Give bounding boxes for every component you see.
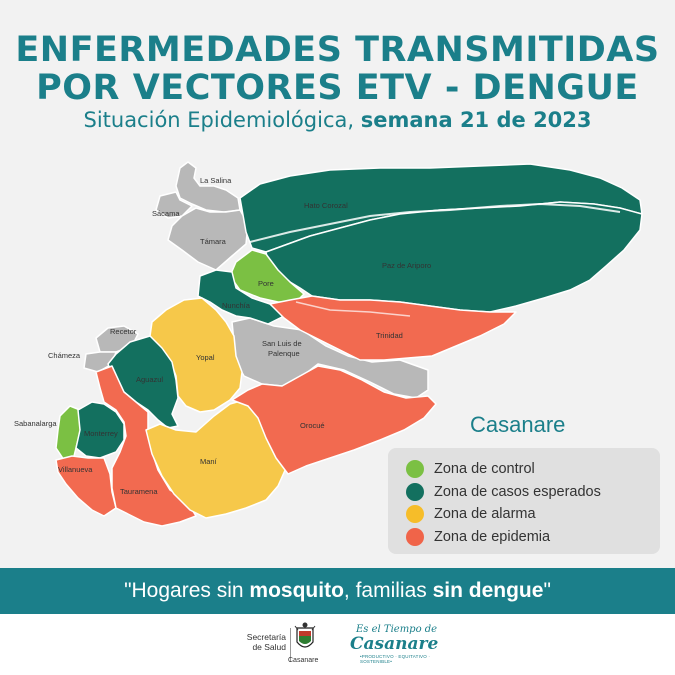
legend-label-alarma: Zona de alarma: [434, 506, 536, 523]
legend-label-control: Zona de control: [434, 461, 535, 478]
label-paz-de-ariporo: Paz de Ariporo: [382, 261, 431, 270]
secretaria-label: Secretaría de Salud: [232, 632, 286, 652]
municipality-tauramena: [95, 365, 197, 527]
label-hato-corozal: Hato Corozal: [304, 201, 348, 210]
title-line-2: POR VECTORES ETV - DENGUE: [36, 68, 639, 108]
casanare-seal-icon: [294, 622, 316, 648]
label-sabanalarga: Sabanalarga: [14, 419, 57, 428]
municipality-monterrey: [75, 401, 125, 459]
legend-item-esperados: Zona de casos esperados: [406, 481, 642, 504]
municipality-nunchia: [197, 269, 285, 325]
label-tamara: Támara: [200, 237, 227, 246]
municipality-tamara: [167, 207, 249, 271]
label-tauramena: Tauramena: [120, 487, 158, 496]
subtitle-normal: Situación Epidemiológica,: [83, 108, 361, 132]
slogan-bold-1: mosquito: [249, 579, 344, 602]
legend: Zona de control Zona de casos esperados …: [388, 448, 660, 554]
secretaria-line-2: de Salud: [252, 642, 286, 652]
label-nunchia: Nunchía: [222, 301, 251, 310]
label-la-salina: La Salina: [200, 176, 232, 185]
logo-sub-text: •PRODUCTIVO · EQUITATIVO · SOSTENIBLE•: [360, 654, 431, 664]
label-pore: Pore: [258, 279, 274, 288]
label-yopal: Yopal: [196, 353, 215, 362]
logo-main-text: Casanare: [350, 634, 439, 654]
legend-dot-control: [406, 460, 424, 479]
es-el-tiempo-logo: Es el Tiempo de Casanare •PRODUCTIVO · E…: [338, 622, 446, 664]
label-san-luis-1: San Luis de: [262, 339, 302, 348]
slogan-bold-2: sin dengue: [432, 579, 544, 602]
legend-item-alarma: Zona de alarma: [406, 503, 642, 526]
municipality-sacama: [155, 191, 193, 219]
label-sacama: Sácama: [152, 209, 180, 218]
label-chameza: Chámeza: [48, 351, 81, 360]
slogan-part-3: ": [543, 579, 551, 602]
title-line-1: ENFERMEDADES TRANSMITIDAS: [15, 30, 660, 70]
legend-item-control: Zona de control: [406, 458, 642, 481]
legend-label-esperados: Zona de casos esperados: [434, 483, 601, 500]
logo-top-text: Es el Tiempo de: [356, 624, 438, 635]
river-line-1: [249, 202, 621, 243]
municipality-orocue: [231, 365, 437, 475]
legend-dot-epidemia: [406, 527, 424, 546]
footer-divider: [290, 628, 291, 662]
label-villanueva: Villanueva: [58, 465, 93, 474]
label-mani: Maní: [200, 457, 218, 466]
label-orocue: Orocué: [300, 421, 325, 430]
label-recetor: Recetor: [110, 327, 137, 336]
subtitle: Situación Epidemiológica, semana 21 de 2…: [0, 108, 675, 132]
label-trinidad: Trinidad: [376, 331, 403, 340]
region-name: Casanare: [470, 412, 566, 437]
legend-item-epidemia: Zona de epidemia: [406, 526, 642, 549]
legend-label-epidemia: Zona de epidemia: [434, 528, 551, 545]
slogan-part-2: , familias: [343, 579, 433, 602]
label-monterrey: Monterrey: [84, 429, 118, 438]
municipality-san-luis: [231, 317, 429, 399]
river-line-2: [295, 301, 411, 317]
secretaria-line-1: Secretaría: [246, 632, 286, 642]
municipality-la-salina: [175, 161, 241, 213]
casanare-map: La Salina Sácama Támara Hato Corozal Paz…: [14, 161, 643, 527]
slogan-part-1: "Hogares sin: [124, 579, 250, 602]
legend-dot-alarma: [406, 505, 424, 524]
footer: [0, 614, 675, 675]
subtitle-week: semana 21 de 2023: [360, 108, 592, 132]
municipality-trinidad: [269, 295, 517, 361]
legend-dot-esperados: [406, 482, 424, 501]
label-san-luis-2: Palenque: [268, 349, 300, 358]
seal-text: Casanare: [288, 657, 319, 664]
label-aguazul: Aguazul: [136, 375, 163, 384]
slogan-banner: "Hogares sin mosquito, familias sin deng…: [0, 568, 675, 614]
